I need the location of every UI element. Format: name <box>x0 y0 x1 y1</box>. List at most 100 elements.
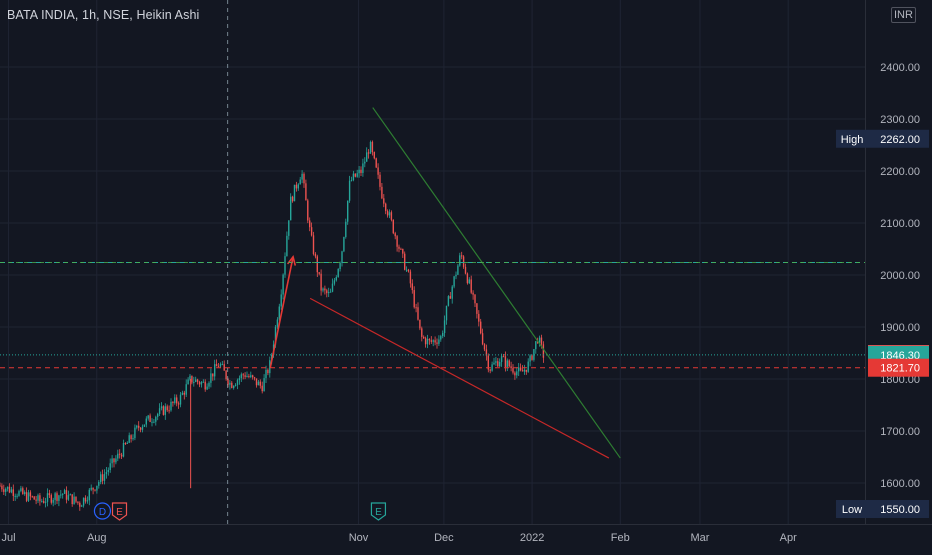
candle-body <box>462 256 465 267</box>
candle-body <box>350 179 353 181</box>
candle-body <box>18 491 20 496</box>
candle-body <box>22 488 24 494</box>
candle-body <box>523 369 526 372</box>
candle-body <box>120 454 123 457</box>
candle-body <box>185 384 187 395</box>
candle-body <box>362 163 364 173</box>
candle-body <box>149 415 151 422</box>
candle-body <box>438 339 440 344</box>
candle-body <box>122 443 125 457</box>
price-badge <box>868 129 929 148</box>
candle-body <box>354 173 356 177</box>
candle-body <box>318 272 320 274</box>
candle-body <box>328 292 330 294</box>
price-axis-panel <box>865 0 932 550</box>
candle-body <box>96 485 98 491</box>
candle-body <box>337 269 339 278</box>
trendline <box>309 297 610 459</box>
candle-body <box>367 152 370 154</box>
candle-body <box>124 443 127 445</box>
candle-body <box>538 337 541 343</box>
candle-body <box>504 356 507 367</box>
candle-body <box>394 233 396 237</box>
candle-body <box>172 401 174 403</box>
candle-body <box>474 294 476 304</box>
candle-body <box>276 319 279 327</box>
candle-body <box>198 381 201 385</box>
grid-layer <box>0 0 865 524</box>
candle-body <box>290 196 292 221</box>
candle-body <box>491 364 493 371</box>
candle-body <box>92 487 94 490</box>
candle-body <box>164 406 166 415</box>
arrow-line <box>269 256 294 368</box>
candle-body <box>293 184 296 202</box>
candle-body <box>100 474 102 483</box>
candle-body <box>316 256 318 273</box>
candle-body <box>244 375 246 377</box>
candle-body <box>75 496 77 502</box>
candle-body <box>301 173 303 180</box>
candle-body <box>69 494 71 496</box>
candle-body <box>424 338 427 345</box>
candle-body <box>160 406 163 409</box>
candle-body <box>153 421 155 423</box>
price-badge <box>868 358 929 377</box>
candle-body <box>227 379 229 385</box>
candle-body <box>128 435 130 443</box>
candle-body <box>41 501 43 503</box>
candle-body <box>248 376 250 378</box>
candle-body <box>29 492 32 497</box>
candle-body <box>428 338 431 341</box>
candle-body <box>252 375 254 378</box>
candle-body <box>402 248 404 254</box>
candle-body <box>464 266 467 274</box>
candle-body <box>48 493 51 496</box>
candle-body <box>176 397 178 404</box>
candle-body <box>3 489 5 492</box>
candle-body <box>348 180 351 201</box>
candle-body <box>510 366 512 369</box>
candle-body <box>518 367 520 372</box>
candle-body <box>73 496 75 505</box>
earnings-event-icon <box>370 502 387 521</box>
candle-body <box>191 375 193 383</box>
candle-body <box>263 378 265 392</box>
candle-body <box>364 161 366 164</box>
candle-body <box>183 392 185 395</box>
candle-body <box>451 286 453 299</box>
candle-body <box>436 342 438 344</box>
time-axis-panel <box>0 524 932 550</box>
candle-body <box>242 374 244 376</box>
price-badge-label: High <box>841 134 864 146</box>
candle-body <box>5 488 7 492</box>
x-tick-label: Nov <box>349 532 369 544</box>
y-tick-label: 1600.00 <box>880 478 920 490</box>
candle-body <box>381 186 383 199</box>
candle-body <box>170 401 172 411</box>
candle-body <box>476 303 478 314</box>
x-tick-label: Aug <box>87 532 107 544</box>
candle-body <box>280 294 282 307</box>
candle-body <box>0 485 1 487</box>
candle-body <box>212 373 214 377</box>
candle-body <box>442 333 444 337</box>
currency-button[interactable]: INR <box>891 7 916 23</box>
candle-body <box>373 152 375 159</box>
candle-body <box>453 276 455 287</box>
candle-body <box>82 497 85 506</box>
candle-body <box>86 500 89 502</box>
candle-body <box>324 288 326 291</box>
candle-body <box>54 493 56 500</box>
candle-body <box>386 210 389 216</box>
candle-body <box>375 158 377 168</box>
candle-body <box>204 381 206 390</box>
candle-body <box>411 283 413 291</box>
candle-body <box>352 173 355 180</box>
candle-body <box>98 482 100 486</box>
y-tick-label: 2100.00 <box>880 218 920 230</box>
y-tick-label: 1900.00 <box>880 322 920 334</box>
